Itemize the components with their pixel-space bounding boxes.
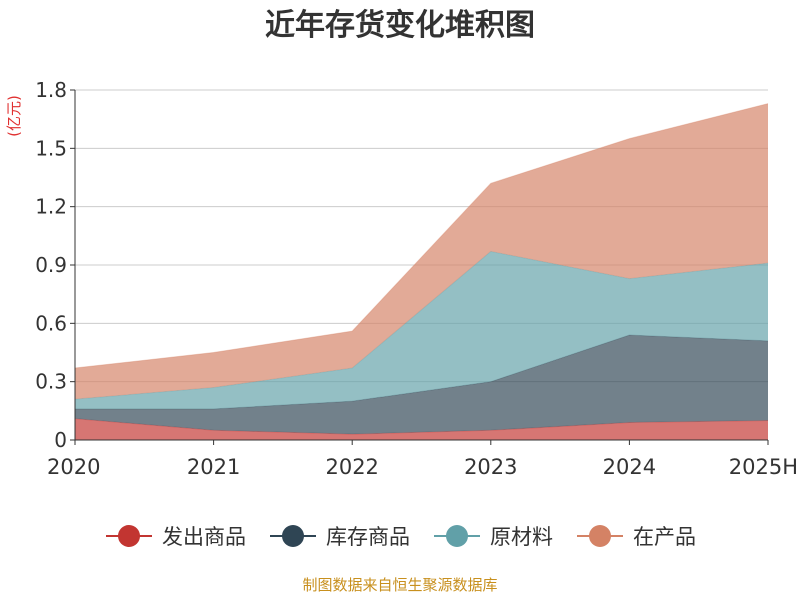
y-tick-label: 0.9: [35, 253, 67, 277]
legend-marker: [577, 525, 623, 547]
legend-label: 发出商品: [162, 525, 246, 549]
y-tick-label: 0: [54, 428, 67, 452]
legend-marker: [270, 525, 316, 547]
y-tick-label: 1.2: [35, 195, 67, 219]
x-tick-label: 2023: [464, 455, 517, 479]
x-tick-label: 2021: [187, 455, 240, 479]
series-line-在产品: [74, 103, 769, 369]
legend: 发出商品 库存商品 原材料 在产品: [0, 520, 800, 552]
legend-item[interactable]: 库存商品: [268, 521, 410, 551]
legend-item[interactable]: 在产品: [575, 521, 696, 551]
y-axis-label: (亿元): [5, 95, 23, 137]
source-note: 制图数据来自恒生聚源数据库: [302, 576, 498, 594]
y-tick-label: 0.6: [35, 311, 67, 335]
axes: 0 0.3 0.6 0.9 1.2 1.5 1.8 2020 2021 2022 2023 2024 2…: [35, 78, 798, 479]
area-在产品: [75, 103, 768, 400]
area-发出商品: [75, 418, 768, 440]
legend-item[interactable]: 原材料: [432, 521, 553, 551]
chart-title: 近年存货变化堆积图: [265, 8, 535, 43]
series-line-发出商品: [74, 418, 769, 435]
legend-label: 原材料: [490, 525, 553, 549]
y-tick-label: 1.8: [35, 78, 67, 102]
legend-marker: [434, 525, 480, 547]
legend-item[interactable]: 发出商品: [104, 521, 246, 551]
x-tick-label: 2025H: [729, 455, 798, 479]
legend-marker: [106, 525, 152, 547]
x-tick-label: 2022: [325, 455, 378, 479]
legend-label: 库存商品: [326, 525, 410, 549]
x-tick-label: 2024: [603, 455, 656, 479]
y-tick-label: 0.3: [35, 370, 67, 394]
x-tick-label: 2020: [47, 455, 100, 479]
legend-label: 在产品: [633, 525, 696, 549]
area-原材料: [75, 251, 768, 409]
area-series: [74, 103, 769, 440]
y-tick-label: 1.5: [35, 136, 67, 160]
area-库存商品: [75, 335, 768, 435]
